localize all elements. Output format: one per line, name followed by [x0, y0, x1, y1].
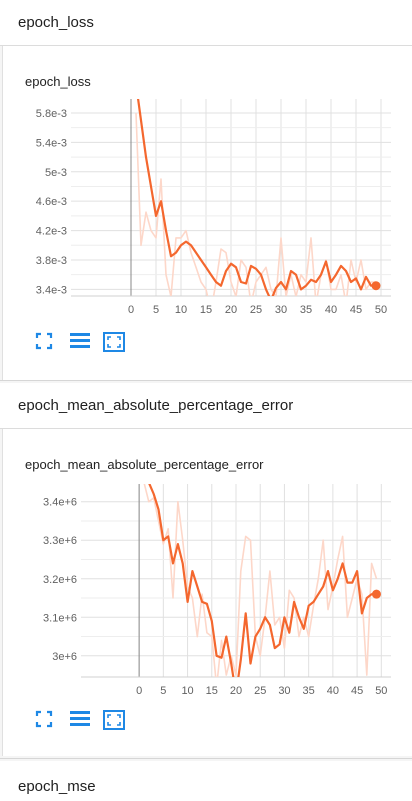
x-tick-label: 20 [225, 304, 237, 316]
section-divider [0, 380, 412, 381]
last-value-marker[interactable] [371, 589, 381, 599]
x-tick-label: 45 [350, 304, 362, 316]
section-header-epoch-mse[interactable]: epoch_mse [0, 761, 412, 801]
x-tick-label: 25 [254, 685, 266, 697]
y-tick-label: 3.3e+6 [43, 535, 77, 547]
toggle-log-scale-icon[interactable] [69, 710, 91, 730]
section-divider [0, 758, 412, 759]
x-tick-label: 45 [351, 685, 363, 697]
section-header-epoch-loss[interactable]: epoch_loss [0, 0, 412, 46]
toggle-log-scale-icon[interactable] [69, 332, 91, 352]
y-tick-label: 5e-3 [45, 167, 67, 179]
chart-title: epoch_loss [25, 74, 91, 89]
x-tick-label: 30 [278, 685, 290, 697]
y-tick-label: 4.6e-3 [36, 196, 67, 208]
x-tick-label: 50 [375, 304, 387, 316]
y-tick-label: 3.2e+6 [43, 574, 77, 586]
section-header-epoch-mape[interactable]: epoch_mean_absolute_percentage_error [0, 383, 412, 429]
chart-card-epoch-mape: epoch_mean_absolute_percentage_error 0 5 1… [2, 429, 412, 756]
fit-domain-icon[interactable] [103, 710, 125, 730]
x-tick-label: 35 [300, 304, 312, 316]
x-tick-label: 30 [275, 304, 287, 316]
x-tick-label: 20 [230, 685, 242, 697]
x-tick-label: 50 [375, 685, 387, 697]
x-tick-label: 40 [325, 304, 337, 316]
chart-title: epoch_mean_absolute_percentage_error [25, 457, 264, 472]
x-tick-label: 35 [303, 685, 315, 697]
smoothed-series-line [148, 484, 377, 677]
fit-domain-icon[interactable] [103, 332, 125, 352]
y-tick-label: 3.4e-3 [36, 284, 67, 296]
section-title: epoch_loss [18, 14, 94, 31]
line-chart-epoch-loss[interactable]: 0 5 10 15 20 25 30 35 40 45 50 3.4e-3 3.8e-3 4.2e-3 4.… [3, 46, 412, 326]
line-chart-epoch-mape[interactable]: 0 5 10 15 20 25 30 35 40 45 50 3e+6 3.1e+6 3.2e+6 3.3e… [3, 429, 412, 704]
y-tick-label: 3.1e+6 [43, 612, 77, 624]
fullscreen-icon[interactable] [35, 332, 57, 352]
x-tick-label: 10 [181, 685, 193, 697]
x-tick-label: 25 [250, 304, 262, 316]
x-tick-label: 5 [160, 685, 166, 697]
section-title: epoch_mse [18, 778, 96, 795]
y-tick-label: 5.4e-3 [36, 137, 67, 149]
y-tick-label: 3e+6 [52, 651, 77, 663]
x-tick-label: 15 [206, 685, 218, 697]
y-tick-label: 5.8e-3 [36, 108, 67, 120]
x-tick-label: 10 [175, 304, 187, 316]
fullscreen-icon[interactable] [35, 710, 57, 730]
y-tick-label: 3.8e-3 [36, 255, 67, 267]
y-tick-label: 4.2e-3 [36, 226, 67, 238]
raw-series-line [143, 484, 378, 677]
x-tick-label: 0 [136, 685, 142, 697]
x-tick-label: 5 [153, 304, 159, 316]
last-value-marker[interactable] [371, 281, 381, 291]
raw-series-line [135, 112, 376, 296]
y-tick-label: 3.4e+6 [43, 497, 77, 509]
smoothed-series-line [136, 99, 376, 296]
x-tick-label: 15 [200, 304, 212, 316]
section-title: epoch_mean_absolute_percentage_error [18, 397, 294, 414]
x-tick-label: 0 [128, 304, 134, 316]
x-tick-label: 40 [327, 685, 339, 697]
chart-card-epoch-loss: epoch_loss 0 5 10 15 20 25 30 35 40 45 50 3.4e-3 3.8… [2, 46, 412, 380]
